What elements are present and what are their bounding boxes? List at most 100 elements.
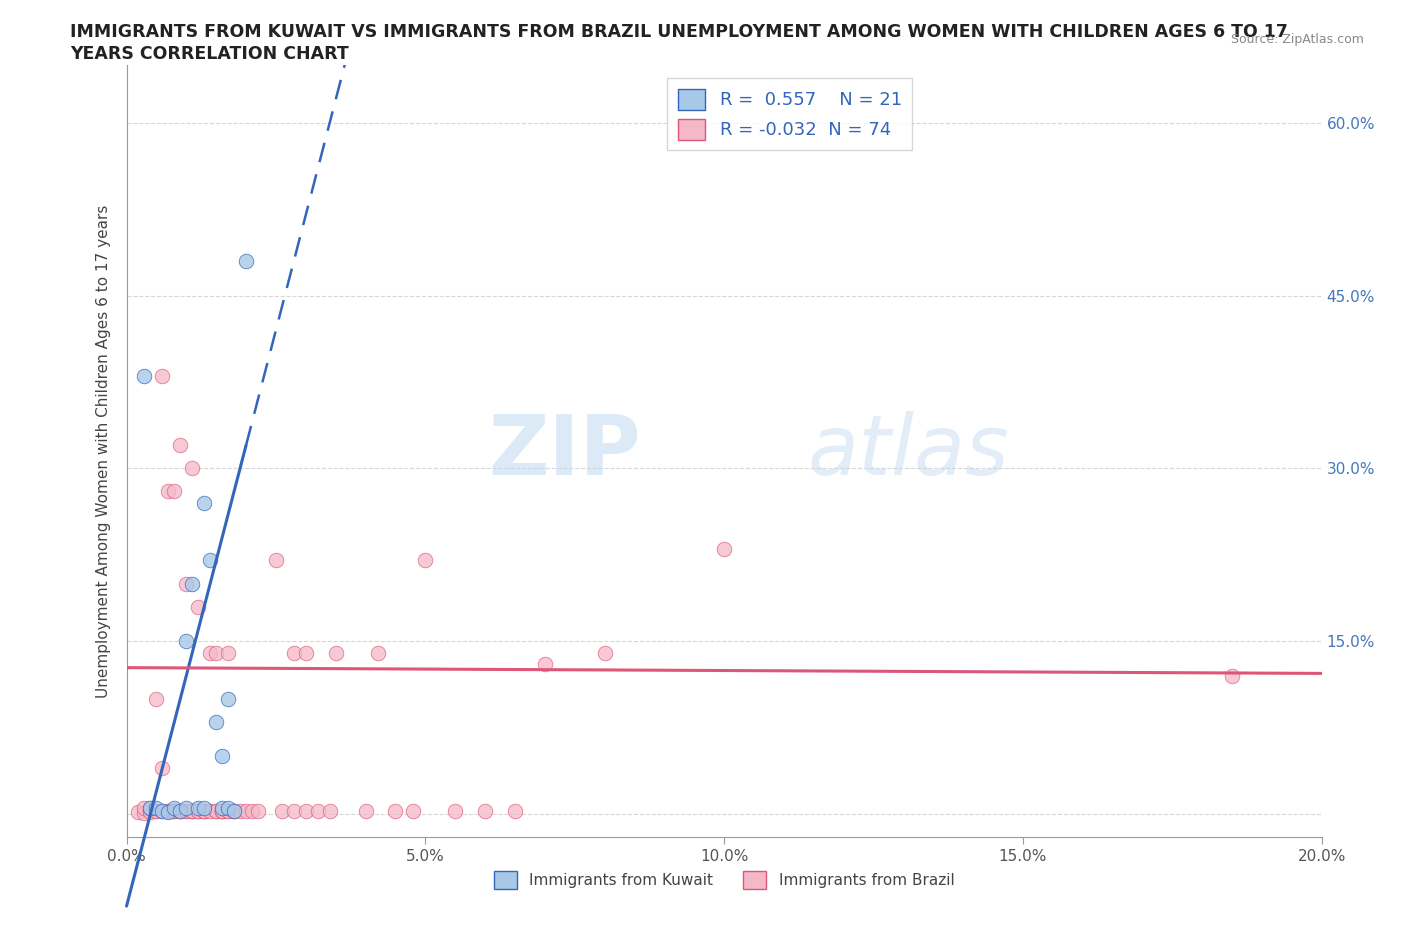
Point (139, 804, 162, 818)
Point (205, 804, 228, 818)
Point (217, 691, 239, 706)
Point (193, 804, 215, 818)
Point (152, 804, 174, 818)
Point (294, 645, 316, 660)
Point (187, 599, 209, 614)
Point (200, 553, 222, 568)
Point (187, 804, 209, 818)
Point (217, 804, 239, 818)
Point (157, 804, 180, 819)
Point (139, 801, 162, 816)
Point (145, 801, 167, 816)
Legend: Immigrants from Kuwait, Immigrants from Brazil: Immigrants from Kuwait, Immigrants from … (488, 865, 960, 895)
Point (713, 541, 735, 556)
Point (145, 804, 167, 818)
Point (145, 804, 167, 818)
Point (157, 804, 180, 818)
Point (193, 804, 215, 818)
Point (174, 633, 197, 648)
Text: IMMIGRANTS FROM KUWAIT VS IMMIGRANTS FROM BRAZIL UNEMPLOYMENT AMONG WOMEN WITH C: IMMIGRANTS FROM KUWAIT VS IMMIGRANTS FRO… (70, 23, 1288, 41)
Point (187, 801, 209, 816)
Point (127, 804, 149, 819)
Point (222, 804, 246, 818)
Point (325, 645, 347, 660)
Point (163, 804, 186, 818)
Point (152, 761, 174, 776)
Point (217, 804, 239, 818)
Point (444, 804, 467, 818)
Point (134, 801, 156, 816)
Point (264, 553, 287, 568)
Point (193, 801, 215, 816)
Point (200, 645, 222, 660)
Point (169, 804, 191, 818)
Point (211, 801, 233, 816)
Point (205, 645, 228, 660)
Point (283, 645, 305, 660)
Point (229, 804, 252, 818)
Point (139, 801, 162, 816)
Point (222, 804, 246, 818)
Point (593, 645, 616, 660)
Point (169, 438, 191, 453)
Point (384, 804, 406, 818)
Point (181, 576, 204, 591)
Point (169, 804, 191, 818)
Point (211, 804, 233, 818)
Text: ZIP: ZIP (488, 410, 640, 492)
Point (217, 801, 239, 816)
Point (152, 368, 174, 383)
Point (139, 804, 162, 819)
Point (235, 804, 257, 818)
Point (174, 576, 197, 591)
Point (193, 496, 215, 511)
Y-axis label: Unemployment Among Women with Children Ages 6 to 17 years: Unemployment Among Women with Children A… (96, 205, 111, 698)
Point (174, 801, 197, 816)
Point (211, 749, 233, 764)
Point (211, 804, 233, 818)
Point (205, 804, 228, 818)
Point (1220, 669, 1243, 684)
Point (354, 804, 377, 818)
Point (270, 804, 294, 818)
Point (193, 804, 215, 818)
Point (174, 804, 197, 818)
Point (134, 805, 156, 820)
Point (134, 368, 156, 383)
Point (145, 691, 167, 706)
Point (163, 484, 186, 498)
Point (152, 804, 174, 818)
Point (294, 804, 316, 818)
Point (247, 804, 270, 818)
Point (318, 804, 342, 818)
Point (534, 657, 557, 671)
Point (283, 804, 305, 818)
Point (181, 804, 204, 818)
Point (157, 484, 180, 498)
Point (205, 714, 228, 729)
Point (474, 804, 496, 818)
Point (174, 804, 197, 818)
Point (157, 804, 180, 818)
Point (415, 553, 437, 568)
Point (235, 254, 257, 269)
Point (217, 645, 239, 660)
Point (307, 804, 329, 818)
Point (169, 804, 191, 818)
Point (181, 804, 204, 818)
Point (211, 804, 233, 818)
Point (366, 645, 388, 660)
Point (181, 461, 204, 476)
Point (169, 804, 191, 818)
Point (187, 804, 209, 818)
Point (402, 804, 425, 818)
Point (181, 804, 204, 818)
Point (503, 804, 526, 818)
Point (163, 804, 186, 818)
Point (240, 804, 263, 818)
Point (163, 804, 186, 818)
Text: YEARS CORRELATION CHART: YEARS CORRELATION CHART (70, 45, 349, 62)
Point (222, 804, 246, 818)
Text: atlas: atlas (807, 410, 1010, 492)
Point (200, 804, 222, 818)
